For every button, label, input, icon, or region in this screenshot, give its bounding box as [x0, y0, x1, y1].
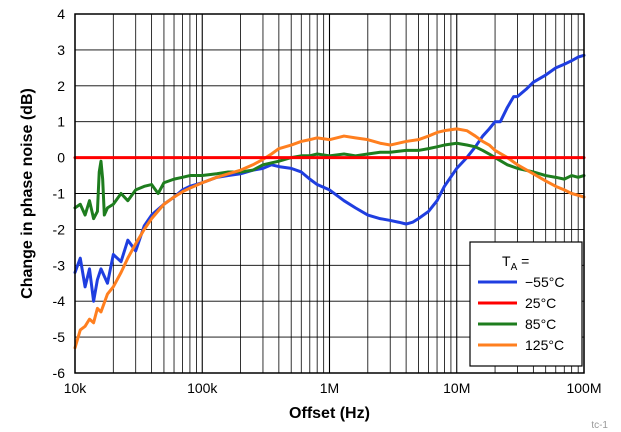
series-lines — [73, 53, 586, 350]
figure-id: tc-1 — [591, 420, 608, 431]
legend-title: TA = — [502, 253, 529, 273]
series-line — [73, 127, 586, 350]
legend: TA =−55°C 25°C 85°C 125°C — [469, 241, 583, 367]
x-tick-label: 100k — [187, 380, 218, 396]
legend-label: −55°C — [525, 274, 564, 290]
plot-border — [74, 13, 585, 374]
y-tick-label: 4 — [57, 6, 65, 22]
x-tick-label: 1M — [320, 380, 339, 396]
y-tick-label: 3 — [57, 42, 65, 58]
y-tick-label: 2 — [57, 78, 65, 94]
x-tick-labels: 10k 100k 1M 10M 100M — [64, 380, 602, 396]
y-tick-label: -1 — [53, 186, 66, 202]
y-tick-label: -2 — [53, 221, 66, 237]
legend-label: 25°C — [525, 295, 556, 311]
y-tick-labels: -6 -5 -4 -3 -2 -1 0 1 2 3 4 — [53, 6, 66, 381]
x-tick-label: 100M — [566, 380, 601, 396]
y-tick-label: 0 — [57, 150, 65, 166]
y-tick-label: -5 — [53, 329, 66, 345]
legend-label: 85°C — [525, 316, 556, 332]
x-axis-title: Offset (Hz) — [289, 405, 370, 422]
legend-label: 125°C — [525, 337, 564, 353]
x-tick-label: 10M — [443, 380, 470, 396]
x-tick-label: 10k — [64, 380, 88, 396]
y-axis-title: Change in phase noise (dB) — [19, 88, 36, 299]
y-tick-label: 1 — [57, 114, 65, 130]
y-tick-label: -4 — [53, 293, 66, 309]
series-line — [73, 53, 586, 303]
y-tick-label: -3 — [53, 257, 66, 273]
y-tick-label: -6 — [53, 365, 66, 381]
